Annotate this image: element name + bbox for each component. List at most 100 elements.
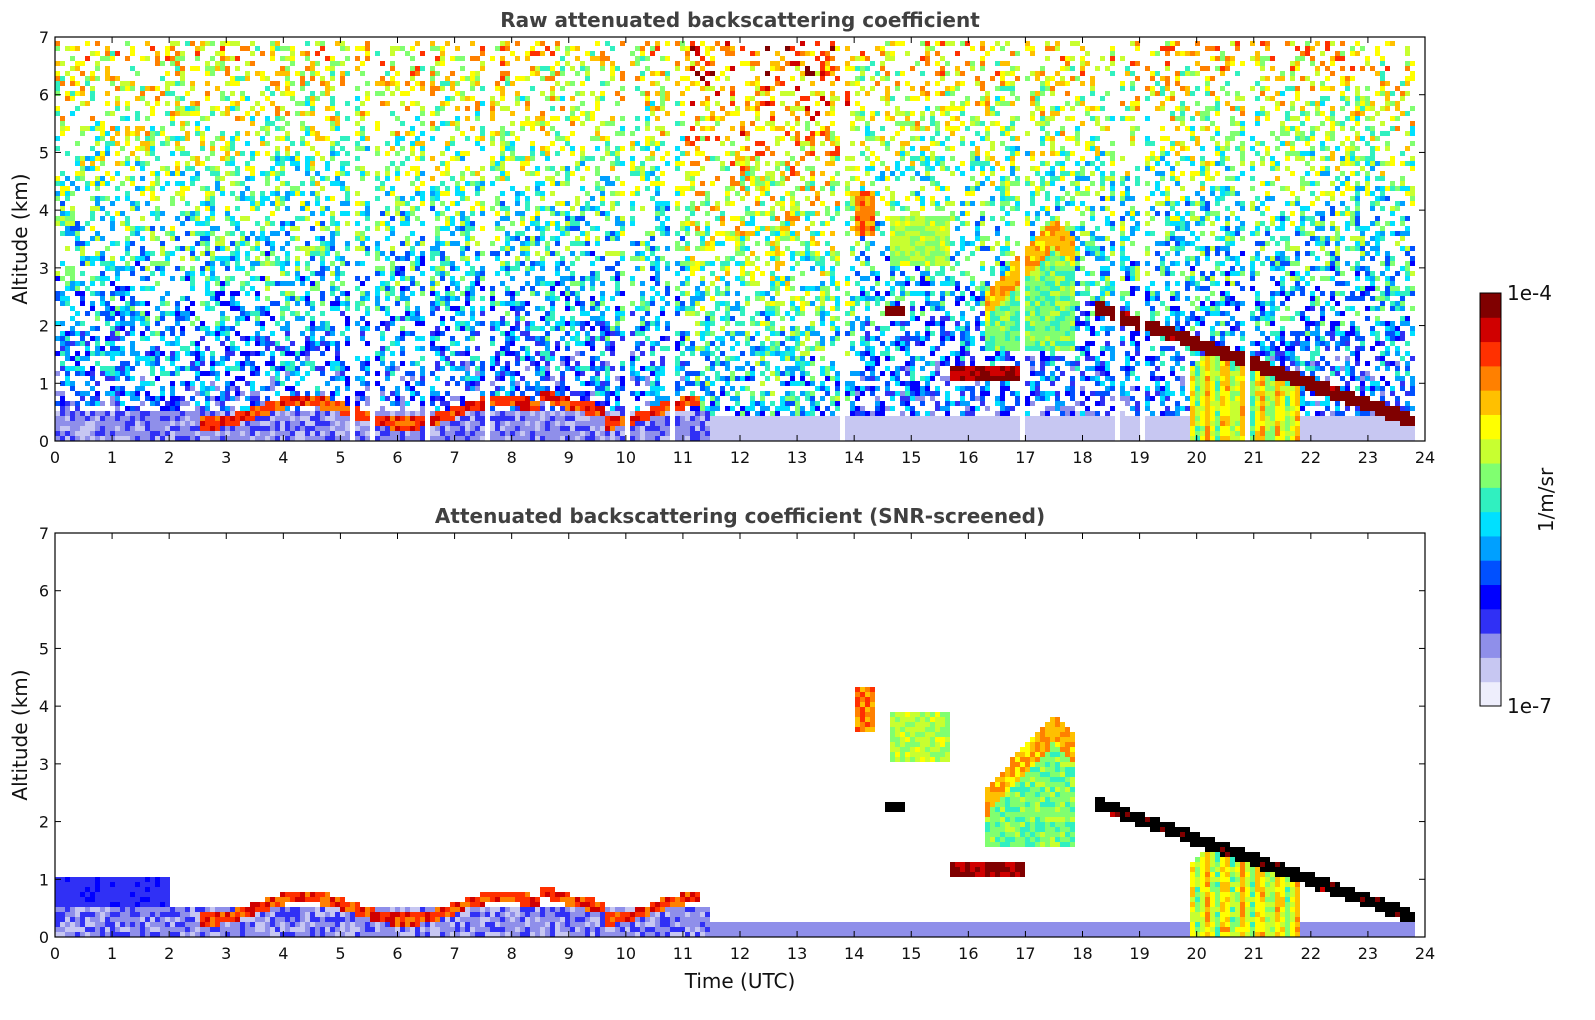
- heatmap-cell: [510, 381, 515, 386]
- heatmap-cell: [90, 71, 95, 76]
- heatmap-cell: [135, 186, 140, 191]
- heatmap-cell: [565, 116, 570, 121]
- heatmap-cell: [490, 421, 495, 426]
- heatmap-cell: [165, 421, 170, 426]
- heatmap-cell: [715, 416, 720, 421]
- heatmap-cell: [515, 396, 520, 401]
- heatmap-cell: [675, 271, 680, 276]
- heatmap-cell: [440, 251, 445, 256]
- heatmap-cell: [290, 371, 295, 376]
- heatmap-cell: [645, 41, 650, 46]
- heatmap-cell: [80, 171, 85, 176]
- heatmap-cell: [615, 151, 620, 156]
- heatmap-cell: [130, 201, 135, 206]
- heatmap-cell: [275, 206, 280, 211]
- heatmap-cell: [145, 116, 150, 121]
- heatmap-cell: [55, 426, 60, 431]
- heatmap-cell: [550, 301, 555, 306]
- heatmap-cell: [640, 266, 645, 271]
- heatmap-cell: [480, 166, 485, 171]
- heatmap-cell: [580, 406, 585, 411]
- heatmap-cell: [660, 421, 665, 426]
- heatmap-cell: [525, 281, 530, 286]
- heatmap-cell: [155, 266, 160, 271]
- heatmap-cell: [165, 341, 170, 346]
- heatmap-cell: [455, 151, 460, 156]
- heatmap-cell: [70, 231, 75, 236]
- heatmap-cell: [430, 276, 435, 281]
- heatmap-cell: [505, 416, 510, 421]
- heatmap-cell: [55, 336, 60, 341]
- heatmap-cell: [590, 391, 595, 396]
- heatmap-cell: [205, 201, 210, 206]
- heatmap-cell: [685, 86, 690, 91]
- heatmap-cell: [335, 171, 340, 176]
- heatmap-cell: [685, 411, 690, 416]
- heatmap-cell: [410, 386, 415, 391]
- heatmap-cell: [375, 411, 380, 416]
- heatmap-cell: [215, 296, 220, 301]
- heatmap-cell: [230, 191, 235, 196]
- heatmap-cell: [170, 341, 175, 346]
- heatmap-cell: [80, 421, 85, 426]
- heatmap-cell: [330, 341, 335, 346]
- heatmap-cell: [80, 321, 85, 326]
- heatmap-cell: [385, 101, 390, 106]
- heatmap-cell: [455, 406, 460, 411]
- heatmap-cell: [385, 221, 390, 226]
- heatmap-cell: [315, 251, 320, 256]
- heatmap-cell: [210, 386, 215, 391]
- heatmap-cell: [420, 426, 425, 431]
- heatmap-cell: [400, 146, 405, 151]
- heatmap-cell: [255, 331, 260, 336]
- heatmap-cell: [60, 381, 65, 386]
- heatmap-cell: [455, 46, 460, 51]
- heatmap-cell: [285, 221, 290, 226]
- heatmap-cell: [120, 411, 125, 416]
- heatmap-cell: [80, 71, 85, 76]
- heatmap-cell: [655, 381, 660, 386]
- heatmap-cell: [240, 406, 245, 411]
- heatmap-cell: [530, 396, 535, 401]
- heatmap-cell: [545, 241, 550, 246]
- heatmap-cell: [465, 361, 470, 366]
- heatmap-cell: [675, 331, 680, 336]
- heatmap-cell: [340, 256, 345, 261]
- heatmap-cell: [195, 416, 200, 421]
- heatmap-cell: [710, 241, 715, 246]
- heatmap-cell: [125, 431, 130, 436]
- heatmap-cell: [95, 186, 100, 191]
- heatmap-cell: [265, 121, 270, 126]
- heatmap-cell: [650, 136, 655, 141]
- heatmap-cell: [595, 366, 600, 371]
- heatmap-cell: [305, 426, 310, 431]
- heatmap-cell: [460, 151, 465, 156]
- heatmap-cell: [65, 341, 70, 346]
- heatmap-cell: [480, 436, 485, 441]
- heatmap-cell: [645, 136, 650, 141]
- heatmap-cell: [85, 81, 90, 86]
- heatmap-cell: [490, 286, 495, 291]
- heatmap-cell: [365, 401, 370, 406]
- heatmap-cell: [60, 411, 65, 416]
- heatmap-cell: [85, 351, 90, 356]
- heatmap-cell: [615, 131, 620, 136]
- heatmap-cell: [335, 111, 340, 116]
- heatmap-cell: [525, 116, 530, 121]
- heatmap-cell: [175, 101, 180, 106]
- heatmap-cell: [705, 351, 710, 356]
- heatmap-cell: [270, 156, 275, 161]
- heatmap-cell: [455, 286, 460, 291]
- heatmap-cell: [705, 311, 710, 316]
- heatmap-cell: [365, 236, 370, 241]
- heatmap-cell: [630, 436, 635, 441]
- heatmap-cell: [660, 131, 665, 136]
- heatmap-cell: [150, 431, 155, 436]
- heatmap-cell: [680, 386, 685, 391]
- heatmap-cell: [185, 421, 190, 426]
- heatmap-cell: [510, 406, 515, 411]
- heatmap-cell: [555, 326, 560, 331]
- heatmap-cell: [655, 81, 660, 86]
- heatmap-cell: [100, 196, 105, 201]
- heatmap-cell: [590, 136, 595, 141]
